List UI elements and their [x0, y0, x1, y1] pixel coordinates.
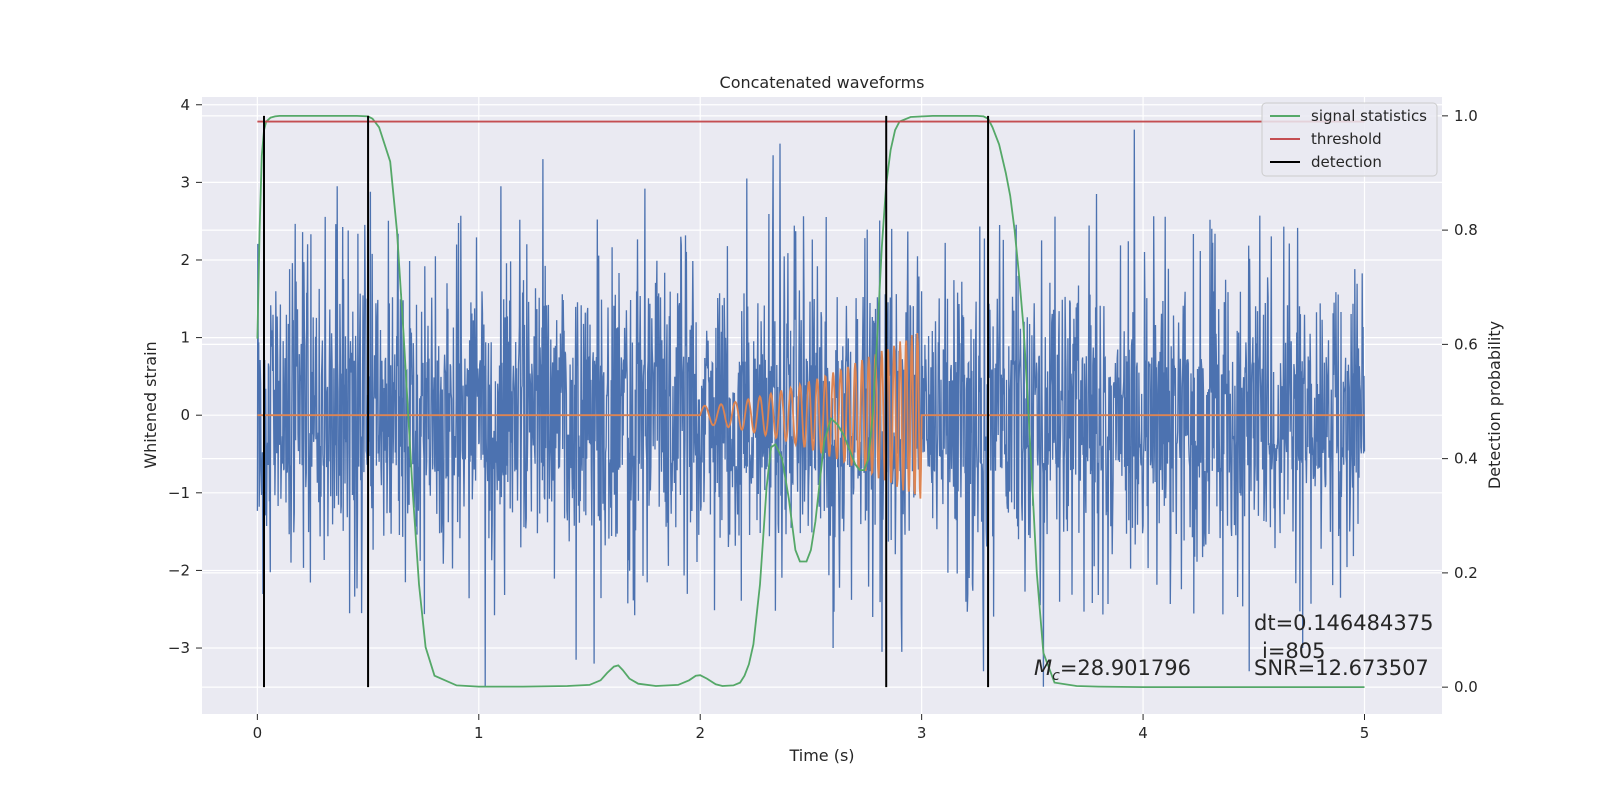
y2-axis-label: Detection probability	[1485, 321, 1504, 489]
signal-statistics-line	[256, 115, 1365, 688]
y-tick-label: −1	[168, 484, 190, 502]
chart-title: Concatenated waveforms	[720, 73, 925, 92]
y-axis-label: Whitened strain	[141, 341, 160, 468]
y2-tick-label: 1.0	[1454, 107, 1478, 125]
x-tick-label: 1	[474, 724, 484, 742]
y2-tick-label: 0.8	[1454, 221, 1478, 239]
legend: signal statistics threshold detection	[1261, 102, 1438, 177]
y2-tick-label: 0.4	[1454, 450, 1478, 468]
annotation-dt: dt=0.146484375	[1254, 611, 1433, 635]
legend-label-detection: detection	[1311, 153, 1382, 171]
y-tick-label: 4	[180, 96, 190, 114]
annotation-snr: SNR=12.673507	[1254, 656, 1429, 680]
x-tick-label: 0	[253, 724, 263, 742]
x-tick-label: 2	[695, 724, 705, 742]
annotation-i: i=805	[1262, 639, 1326, 663]
legend-label-threshold: threshold	[1311, 130, 1382, 148]
y-tick-label: 2	[180, 251, 190, 269]
y-tick-label: −2	[168, 561, 190, 579]
detection-series	[263, 115, 990, 688]
annotations: dt=0.146484375 i=805 SNR=12.673507 Mc=28…	[1034, 611, 1433, 684]
legend-label-signal-statistics: signal statistics	[1311, 107, 1427, 125]
y-tick-label: 3	[180, 173, 190, 191]
y2-tick-label: 0.0	[1454, 678, 1478, 696]
strain-line	[256, 129, 1366, 687]
x-tick-label: 3	[917, 724, 927, 742]
signal-statistics-series	[256, 115, 1365, 688]
axis-ticks: 0 1 2 3 4 5 −3 −2 −1 0 1 2 3 4 0.0 0.2 0.4 0.6 0.8 1.0	[168, 96, 1478, 742]
strain-series	[256, 129, 1366, 687]
x-tick-label: 5	[1360, 724, 1370, 742]
y-tick-label: −3	[168, 639, 190, 657]
annotation-mc-subscript: c	[1052, 668, 1060, 684]
x-axis-label: Time (s)	[788, 746, 854, 765]
annotation-mc-value: =28.901796	[1060, 656, 1191, 680]
waveform-line	[257, 332, 1365, 499]
x-tick-label: 4	[1138, 724, 1148, 742]
waveform-series	[257, 332, 1365, 499]
annotation-mc-symbol: M	[1034, 656, 1052, 680]
y2-tick-label: 0.2	[1454, 564, 1478, 582]
y-tick-label: 1	[180, 329, 190, 347]
y-tick-label: 0	[180, 406, 190, 424]
annotation-mc: Mc=28.901796	[1034, 656, 1191, 684]
legend-box	[1261, 102, 1438, 177]
y2-tick-label: 0.6	[1454, 335, 1478, 353]
